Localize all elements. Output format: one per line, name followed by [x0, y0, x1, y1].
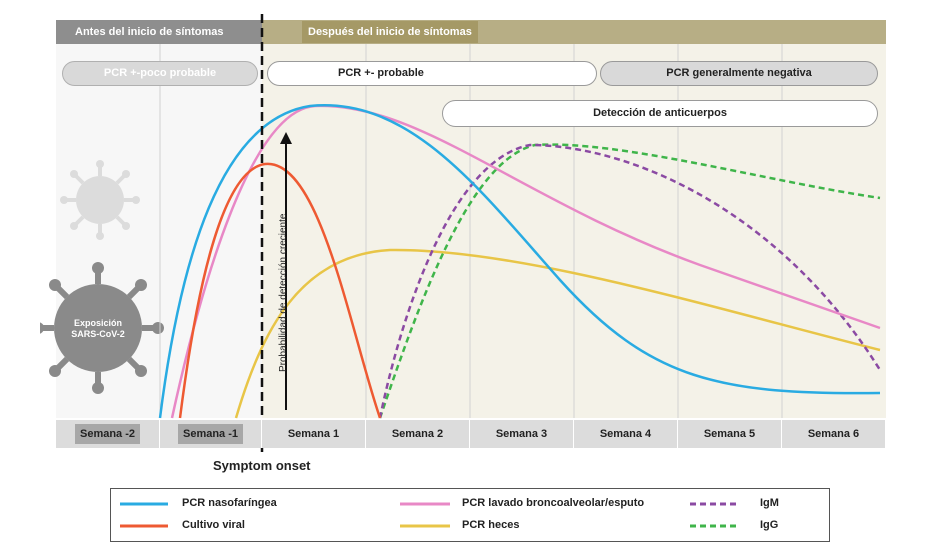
curve-igm	[378, 143, 882, 419]
week-label: Semana 5	[703, 428, 756, 440]
detection-arrow-label: Probabilidad de detección creciente	[278, 213, 289, 372]
legend-label: IgM	[760, 497, 779, 509]
pill-pcr-negative: PCR generalmente negativa	[600, 61, 878, 86]
curve-pcr-heces	[234, 248, 881, 419]
curve-pcr-nasofaringea	[158, 104, 881, 419]
before-symptoms-band	[56, 20, 262, 44]
week-cell: Semana 3	[470, 420, 574, 448]
legend-label: PCR nasofaríngea	[182, 497, 277, 509]
week-label: Semana -1	[177, 424, 244, 444]
week-label: Semana 2	[391, 428, 444, 440]
symptom-onset-label: Symptom onset	[213, 458, 311, 473]
week-label: Semana 4	[599, 428, 652, 440]
pill-pcr-probable: PCR +- probable	[267, 61, 597, 86]
virus-label-line-1: Exposición	[73, 318, 122, 328]
legend	[110, 488, 830, 542]
week-cell: Semana -2	[56, 420, 160, 448]
week-cell: Semana 4	[574, 420, 678, 448]
week-cell: Semana 5	[678, 420, 782, 448]
week-cell: Semana 2	[366, 420, 470, 448]
before-symptoms-label: Antes del inicio de síntomas	[75, 26, 224, 38]
curve-igg	[378, 143, 881, 419]
legend-label: PCR lavado broncoalveolar/esputo	[462, 497, 645, 509]
week-cell: Semana 6	[782, 420, 886, 448]
virus-small-icon	[60, 160, 140, 240]
detection-arrow-head	[280, 132, 292, 144]
week-cell: Semana 1	[262, 420, 366, 448]
legend-label: Cultivo viral	[182, 519, 245, 531]
virus-icons	[40, 160, 164, 394]
week-label: Semana 6	[807, 428, 860, 440]
pill-antibodies: Detección de anticuerpos	[442, 100, 878, 127]
week-label: Semana 1	[287, 428, 340, 440]
after-symptoms-label: Después del inicio de síntomas	[302, 21, 478, 43]
legend-swatches	[120, 502, 736, 528]
pill-pcr-low: PCR +-poco probable	[62, 61, 258, 86]
virus-label-line-2: SARS-CoV-2	[71, 329, 125, 339]
legend-label: IgG	[760, 519, 779, 531]
week-label: Semana -2	[74, 424, 141, 444]
week-cell: Semana -1	[160, 420, 262, 448]
legend-label: PCR heces	[462, 519, 520, 531]
curve-cultivo-viral	[178, 162, 382, 419]
week-label: Semana 3	[495, 428, 548, 440]
curve-pcr-lavado	[170, 104, 881, 419]
virus-large-icon	[40, 262, 164, 394]
